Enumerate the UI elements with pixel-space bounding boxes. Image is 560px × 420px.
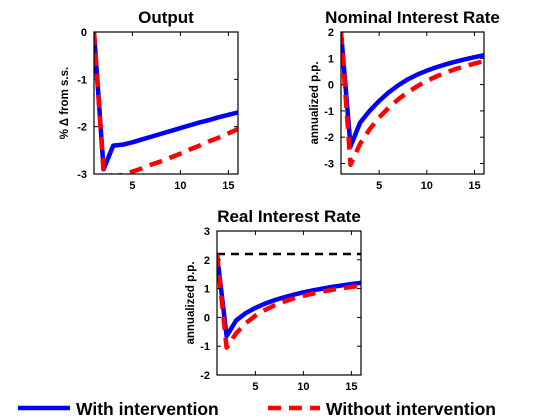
plot-frame [93, 31, 239, 175]
series-without-intervention-line [94, 32, 238, 174]
y-tick-label: -3 [324, 158, 334, 170]
y-axis-label: annualized p.p. [309, 61, 321, 144]
x-tick-label: 10 [174, 180, 186, 192]
legend-label-with-intervention: With intervention [76, 399, 219, 419]
y-tick-label: -2 [200, 370, 210, 382]
x-tick-label: 10 [421, 180, 433, 192]
x-tick-label: 5 [129, 180, 135, 192]
y-tick-label: 1 [204, 284, 210, 296]
plot-frame [216, 230, 362, 376]
chart-output: Output % Δ from s.s. -3 -2 -1 0 5 10 15 [59, 8, 239, 192]
chart-nominal-rate: Nominal Interest Rate annualized p.p. -3 -2… [309, 8, 500, 192]
chart-title: Real Interest Rate [217, 207, 361, 226]
y-tick-label: -1 [324, 106, 334, 118]
y-tick-label: -3 [77, 169, 87, 181]
series-with-intervention-line [217, 253, 361, 339]
y-tick-label: 2 [204, 255, 210, 267]
y-tick-label: 0 [328, 80, 334, 92]
y-tick-label: -1 [200, 341, 210, 353]
chart-title: Output [138, 8, 194, 27]
chart-real-rate: Real Interest Rate annualized p.p. -2 -1 0 1 2… [185, 207, 362, 393]
x-tick-label: 15 [468, 180, 480, 192]
y-tick-label: 0 [204, 312, 210, 324]
series-with-intervention-line [341, 32, 484, 149]
x-tick-label: 15 [345, 381, 357, 393]
x-tick-label: 5 [376, 180, 382, 192]
plot-frame [340, 31, 485, 175]
x-tick-label: 10 [297, 381, 309, 393]
x-tick-label: 5 [252, 381, 258, 393]
x-tick-label: 15 [222, 180, 234, 192]
series-without-intervention-line [341, 32, 484, 168]
y-tick-label: 0 [81, 27, 87, 39]
series-without-intervention-line [217, 253, 361, 350]
series-with-intervention-line [94, 32, 238, 172]
y-tick-label: -2 [77, 122, 87, 134]
y-tick-label: 3 [204, 226, 210, 238]
y-tick-label: 2 [328, 27, 334, 39]
y-tick-label: -2 [324, 132, 334, 144]
legend-label-without-intervention: Without intervention [326, 399, 496, 419]
y-axis-label: % Δ from s.s. [59, 67, 71, 139]
legend: With intervention Without intervention [18, 399, 496, 419]
y-axis-label: annualized p.p. [185, 261, 197, 344]
y-tick-label: -1 [77, 74, 87, 86]
y-tick-label: 1 [328, 53, 334, 65]
chart-title: Nominal Interest Rate [325, 8, 500, 27]
